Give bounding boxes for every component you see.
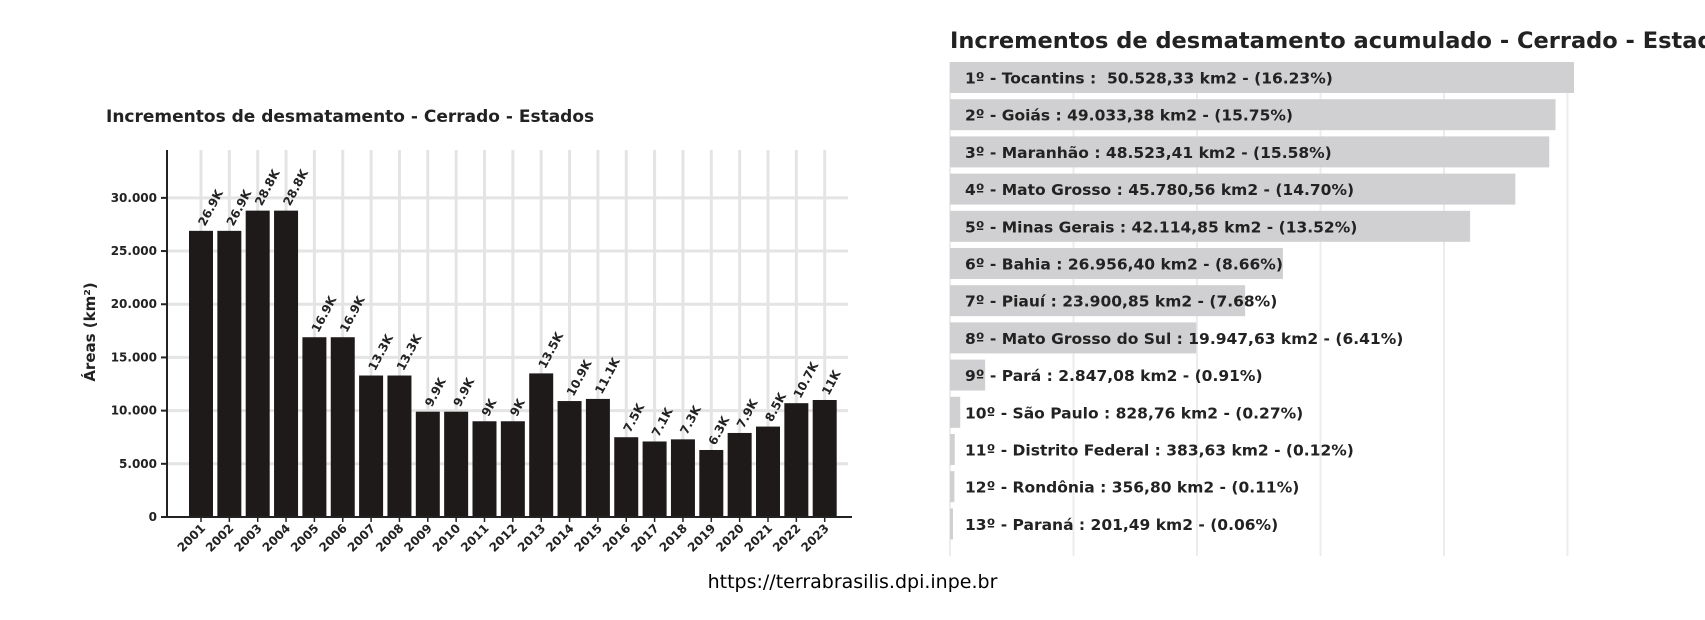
right-bar bbox=[950, 285, 1246, 317]
right-bar bbox=[950, 471, 955, 503]
left-bar bbox=[670, 439, 695, 517]
left-bar bbox=[784, 403, 809, 517]
source-url: https://terrabrasilis.dpi.inpe.br bbox=[707, 571, 998, 593]
left-bar bbox=[189, 230, 213, 517]
left-bar bbox=[500, 421, 525, 517]
right-chart-title: Incrementos de desmatamento acumulado - … bbox=[950, 28, 1705, 54]
left-ytick-label: 15.000 bbox=[111, 350, 157, 364]
left-bar bbox=[217, 230, 242, 517]
right-bar bbox=[950, 99, 1556, 131]
right-bar-label: 6º - Bahia : 26.956,40 km2 - (8.66%) bbox=[965, 256, 1283, 274]
left-bar bbox=[557, 401, 582, 517]
right-bar-label: 9º - Pará : 2.847,08 km2 - (0.91%) bbox=[965, 367, 1263, 385]
right-bar-label: 12º - Rondônia : 356,80 km2 - (0.11%) bbox=[965, 479, 1299, 497]
left-bar bbox=[472, 421, 497, 517]
right-bar bbox=[950, 322, 1197, 354]
cumulative-deforestation-bar-chart: Incrementos de desmatamento acumulado - … bbox=[949, 28, 1705, 556]
left-chart-ylabel: Áreas (km²) bbox=[80, 282, 99, 381]
right-bar-label: 5º - Minas Gerais : 42.114,85 km2 - (13.… bbox=[965, 218, 1357, 236]
right-bar-label: 10º - São Paulo : 828,76 km2 - (0.27%) bbox=[965, 404, 1303, 422]
left-bar bbox=[415, 411, 440, 517]
left-ytick-label: 5.000 bbox=[119, 457, 157, 471]
annual-deforestation-bar-chart: Incrementos de desmatamento - Cerrado - … bbox=[80, 107, 852, 555]
right-bar bbox=[950, 62, 1574, 93]
right-bar-label: 3º - Maranhão : 48.523,41 km2 - (15.58%) bbox=[965, 144, 1332, 162]
left-ytick-label: 10.000 bbox=[111, 404, 157, 418]
left-ytick-label: 0 bbox=[149, 510, 157, 524]
right-bar bbox=[950, 508, 953, 540]
right-bar bbox=[950, 359, 986, 391]
right-bar-label: 1º - Tocantins : 50.528,33 km2 - (16.23%… bbox=[965, 70, 1333, 88]
right-bar-label: 8º - Mato Grosso do Sul : 19.947,63 km2 … bbox=[965, 330, 1403, 348]
left-ytick-label: 25.000 bbox=[111, 244, 157, 258]
left-bar bbox=[359, 375, 384, 517]
left-ytick-label: 20.000 bbox=[111, 297, 157, 311]
left-bar bbox=[614, 437, 639, 517]
right-bar bbox=[950, 136, 1550, 168]
right-bar bbox=[950, 434, 955, 465]
left-bar bbox=[274, 210, 299, 518]
left-bar bbox=[444, 411, 469, 517]
left-chart-title: Incrementos de desmatamento - Cerrado - … bbox=[106, 107, 594, 127]
right-bar bbox=[950, 173, 1516, 205]
right-bar-label: 13º - Paraná : 201,49 km2 - (0.06%) bbox=[965, 516, 1278, 534]
left-bar bbox=[585, 398, 610, 517]
left-bar bbox=[529, 373, 554, 517]
right-bar bbox=[950, 210, 1471, 242]
left-bar bbox=[812, 399, 837, 517]
right-bar-label: 11º - Distrito Federal : 383,63 km2 - (0… bbox=[965, 442, 1354, 460]
left-bar bbox=[330, 337, 355, 517]
left-bar bbox=[642, 441, 667, 517]
left-bar bbox=[699, 449, 724, 517]
left-ytick-label: 30.000 bbox=[111, 191, 157, 205]
left-bar bbox=[387, 375, 412, 517]
right-bar-label: 7º - Piauí : 23.900,85 km2 - (7.68%) bbox=[965, 293, 1277, 311]
left-chart-axes bbox=[161, 150, 852, 522]
right-bar bbox=[950, 248, 1283, 279]
left-bar bbox=[727, 432, 752, 517]
right-chart-bar-labels: 1º - Tocantins : 50.528,33 km2 - (16.23%… bbox=[965, 70, 1403, 534]
right-chart-bars bbox=[950, 62, 1574, 540]
left-chart-bars bbox=[189, 210, 837, 518]
left-bar bbox=[245, 210, 270, 518]
right-bar bbox=[950, 396, 961, 428]
left-bar bbox=[302, 337, 327, 517]
right-bar-label: 2º - Goiás : 49.033,38 km2 - (15.75%) bbox=[965, 107, 1293, 125]
right-bar-label: 4º - Mato Grosso : 45.780,56 km2 - (14.7… bbox=[965, 181, 1354, 199]
left-bar bbox=[756, 426, 780, 517]
